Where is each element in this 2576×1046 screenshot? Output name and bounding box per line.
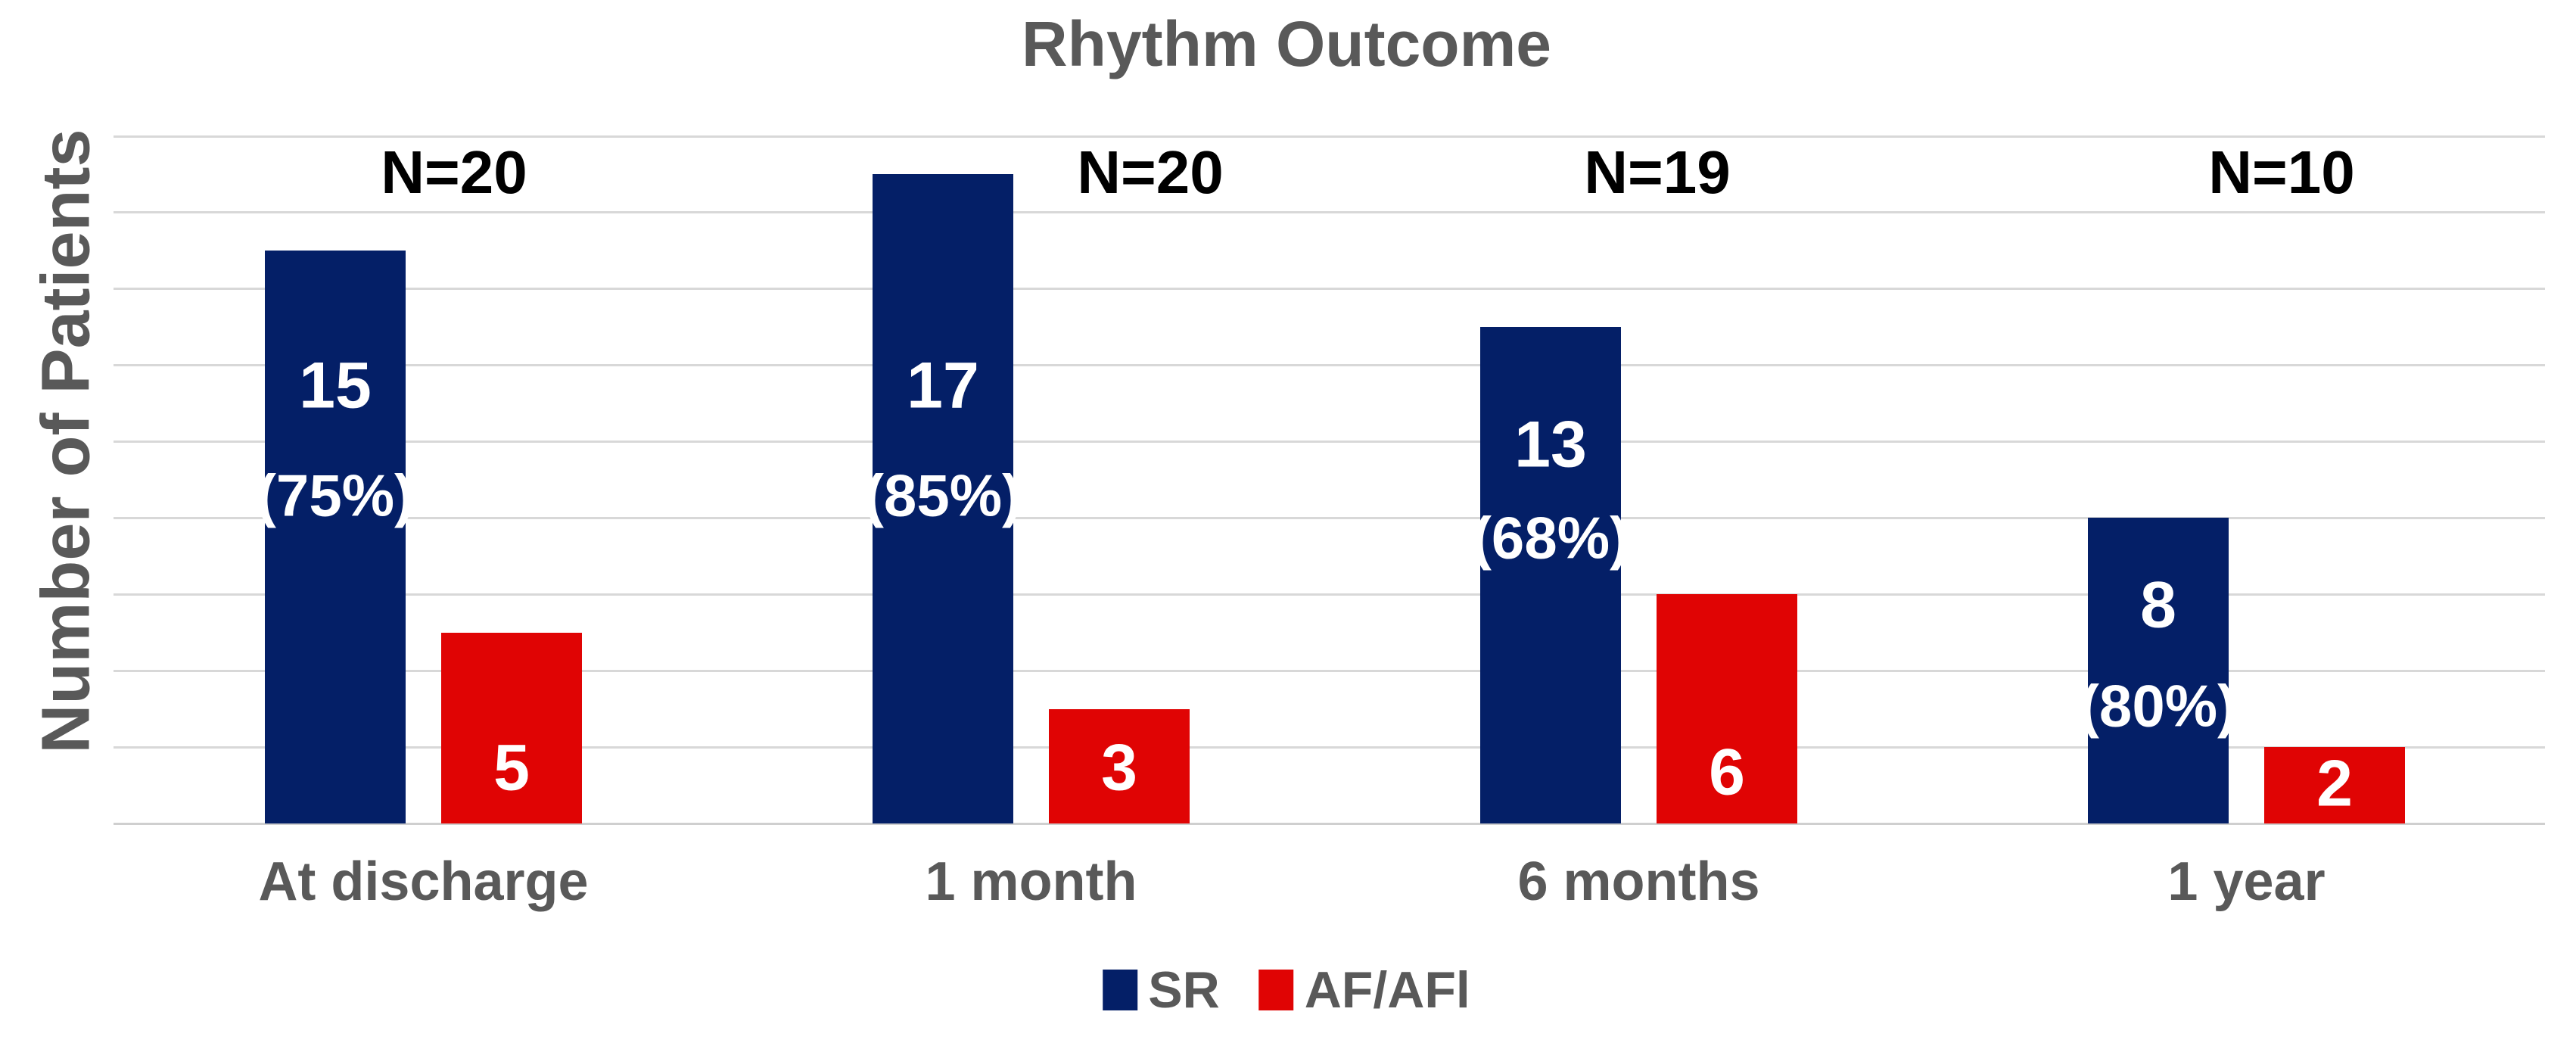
bar-af-afl	[441, 632, 582, 823]
bar-percent-label: (75%)	[256, 462, 415, 529]
gridline	[114, 135, 2545, 138]
x-axis-baseline	[114, 822, 2545, 825]
bar-value-label: 15	[299, 349, 372, 422]
x-axis-category-label: 1 year	[2167, 851, 2326, 912]
bar-value-label: 5	[493, 731, 530, 805]
gridline	[114, 211, 2545, 214]
y-axis-title: Number of Patients	[28, 129, 104, 754]
bar-value-label: 2	[2316, 747, 2353, 820]
legend-label: AF/AFl	[1304, 961, 1470, 1019]
bar-value-label: 3	[1101, 731, 1137, 805]
bar-value-label: 17	[907, 349, 979, 422]
n-count-label: N=19	[1584, 139, 1731, 206]
bar-af-afl	[2264, 747, 2405, 823]
bar-sr	[2088, 518, 2229, 823]
gridline	[114, 746, 2545, 749]
x-axis-category-label: 6 months	[1517, 851, 1760, 912]
legend-item: SR	[1103, 960, 1220, 1020]
bar-percent-label: (68%)	[1471, 504, 1630, 571]
x-axis-category-label: At discharge	[258, 851, 589, 912]
bar-sr	[265, 251, 406, 823]
bar-value-label: 6	[1709, 736, 1745, 809]
bar-sr	[873, 174, 1013, 823]
bar-sr	[1480, 327, 1621, 823]
gridline	[114, 669, 2545, 672]
n-count-label: N=20	[381, 139, 527, 206]
gridline	[114, 593, 2545, 596]
x-axis-category-label: 1 month	[925, 851, 1137, 912]
bar-percent-label: (80%)	[2079, 672, 2238, 739]
legend: SR AF/AFl	[1103, 960, 1470, 1020]
bar-value-label: 13	[1514, 408, 1587, 481]
gridline	[114, 516, 2545, 519]
legend-swatch-sr	[1103, 970, 1138, 1010]
n-count-label: N=10	[2208, 139, 2355, 206]
bar-percent-label: (85%)	[863, 462, 1022, 529]
legend-label: SR	[1148, 961, 1220, 1019]
bar-value-label: 8	[2140, 568, 2176, 642]
bar-af-afl	[1657, 594, 1797, 823]
gridline	[114, 288, 2545, 291]
gridline	[114, 441, 2545, 444]
legend-item: AF/AFl	[1258, 960, 1470, 1020]
bar-af-afl	[1049, 708, 1190, 823]
legend-swatch-af-afl	[1258, 970, 1294, 1010]
n-count-label: N=20	[1077, 139, 1224, 206]
gridline	[114, 364, 2545, 367]
chart-title: Rhythm Outcome	[1021, 8, 1552, 79]
